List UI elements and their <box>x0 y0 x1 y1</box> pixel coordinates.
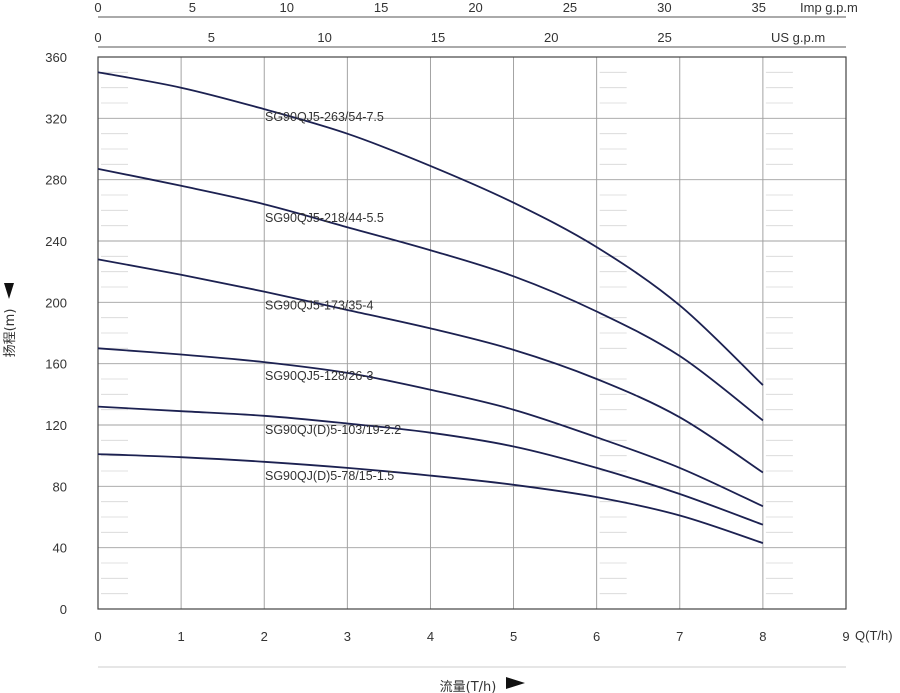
imp-tick-label: 30 <box>657 0 671 15</box>
us-gpm-label: US g.p.m <box>771 30 825 45</box>
series-curve-5 <box>97 453 764 544</box>
x-unit-label: Q(T/h) <box>855 628 893 643</box>
x-tick-label: 6 <box>593 629 600 644</box>
x-axis-title: 流量(T/h) <box>440 680 497 693</box>
x-tick-label: 8 <box>759 629 766 644</box>
grid <box>98 57 846 609</box>
imp-tick-label: 35 <box>751 0 765 15</box>
series-curve-3 <box>97 347 764 508</box>
y-tick-label: 280 <box>45 173 67 188</box>
y-axis-title-group: 扬程(m) <box>3 283 18 357</box>
y-axis-arrow-icon <box>4 283 14 299</box>
imp-gpm-label: Imp g.p.m <box>800 0 858 15</box>
y-tick-label: 200 <box>45 295 67 310</box>
imp-tick-label: 20 <box>468 0 482 15</box>
x-tick-label: 2 <box>261 629 268 644</box>
imp-tick-label: 10 <box>280 0 294 15</box>
y-tick-label: 360 <box>45 50 67 65</box>
y-tick-label: 160 <box>45 357 67 372</box>
series-label: SG90QJ(D)5-103/19-2.2 <box>265 423 401 437</box>
us-tick-label: 15 <box>431 30 445 45</box>
series-curve-0 <box>97 71 764 386</box>
series-label: SG90QJ5-173/35-4 <box>265 299 373 313</box>
y-tick-label: 80 <box>53 479 67 494</box>
x-tick-label: 4 <box>427 629 434 644</box>
us-tick-label: 20 <box>544 30 558 45</box>
x-tick-label: 7 <box>676 629 683 644</box>
x-tick-label: 3 <box>344 629 351 644</box>
series-curve-2 <box>97 258 764 474</box>
us-tick-label: 10 <box>317 30 331 45</box>
y-axis-title: 扬程(m) <box>3 309 18 358</box>
series-curve-1 <box>97 168 764 422</box>
x-axis-arrow-icon <box>506 677 525 689</box>
x-tick-label: 1 <box>177 629 184 644</box>
y-tick-label: 40 <box>53 541 67 556</box>
us-tick-label: 5 <box>208 30 215 45</box>
series-label: SG90QJ(D)5-78/15-1.5 <box>265 469 394 483</box>
y-tick-label: 0 <box>60 602 67 617</box>
secondary-axes: 0 5 10 15 20 25 30 35 0 5 10 15 20 25 <box>94 0 846 48</box>
series-label: SG90QJ5-128/26-3 <box>265 369 373 383</box>
imp-tick-label: 15 <box>374 0 388 15</box>
x-tick-label: 0 <box>94 629 101 644</box>
us-tick-label: 25 <box>657 30 671 45</box>
y-tick-label: 320 <box>45 111 67 126</box>
series-curve-4 <box>97 405 764 526</box>
x-tick-label: 9 <box>842 629 849 644</box>
imp-tick-label: 25 <box>563 0 577 15</box>
x-tick-label: 5 <box>510 629 517 644</box>
imp-tick-label: 0 <box>94 0 101 15</box>
y-tick-label: 120 <box>45 418 67 433</box>
imp-tick-label: 5 <box>189 0 196 15</box>
series-label: SG90QJ5-263/54-7.5 <box>265 110 384 124</box>
y-tick-label: 240 <box>45 234 67 249</box>
series-label: SG90QJ5-218/44-5.5 <box>265 211 384 225</box>
series-curves: SG90QJ5-263/54-7.5 SG90QJ5-218/44-5.5 SG90… <box>97 71 764 544</box>
us-tick-label: 0 <box>94 30 101 45</box>
plot-frame <box>97 56 847 610</box>
tick-labels: 0 1 2 3 4 5 6 7 8 9 0 40 80 120 160 200 240 280 320 360 <box>45 50 849 644</box>
